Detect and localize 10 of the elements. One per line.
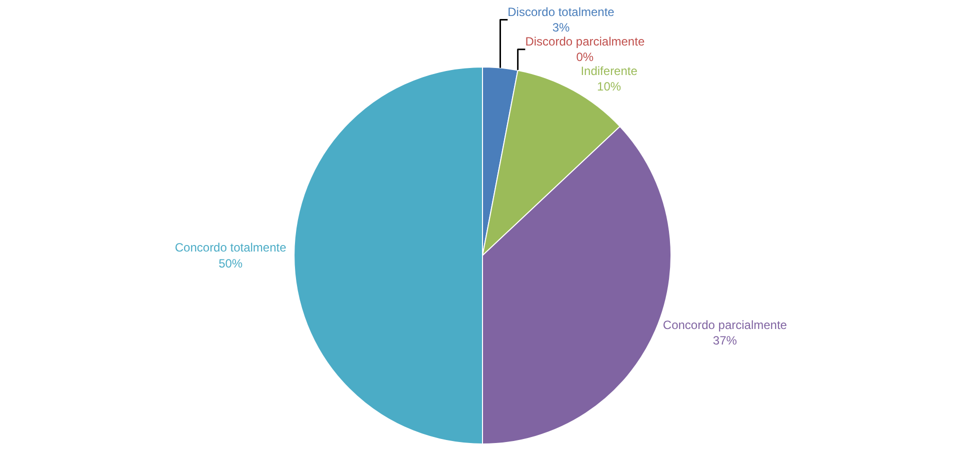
data-label: 10% (597, 80, 622, 94)
data-label: 3% (552, 20, 570, 35)
text: 0% (576, 50, 594, 64)
slice-label: Discordo totalmente (508, 4, 615, 19)
slice-label: Concordo parcialmente (662, 318, 788, 332)
slice-label: Concordo totalmente (174, 240, 287, 255)
data-label: 37% (712, 333, 738, 348)
slice-label: Indiferente (580, 64, 638, 78)
data-label: 50% (218, 256, 243, 270)
category-label: Discordo parcialmente (525, 34, 645, 49)
